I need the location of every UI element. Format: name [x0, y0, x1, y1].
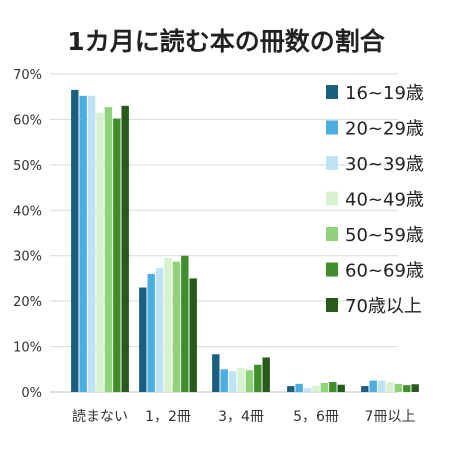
- bar: [386, 382, 394, 392]
- chart-title: 1カ月に読む本の冊数の割合: [67, 27, 385, 56]
- bar: [228, 371, 237, 392]
- bar: [139, 287, 147, 392]
- bar: [361, 386, 369, 392]
- bar: [220, 369, 228, 392]
- x-category-label: 1，2冊: [145, 409, 191, 425]
- legend-label: 30~39歳: [345, 154, 424, 175]
- bar: [262, 357, 270, 392]
- legend-label: 50~59歳: [345, 225, 424, 246]
- bar: [245, 370, 254, 392]
- y-tick-label: 40%: [13, 204, 42, 219]
- bar: [189, 278, 197, 392]
- bar: [295, 383, 303, 392]
- y-tick-label: 10%: [13, 341, 42, 356]
- y-tick-label: 20%: [13, 295, 42, 310]
- bar: [411, 384, 419, 392]
- bar: [287, 386, 295, 392]
- bar: [337, 384, 345, 392]
- legend-swatch: [326, 298, 338, 312]
- bar: [320, 382, 329, 392]
- legend-label: 40~49歳: [345, 190, 424, 211]
- x-axis-categories: 読まない 1，2冊 3，4冊 5，6冊 7冊以上: [72, 408, 415, 425]
- legend-label: 70歳以上: [345, 296, 422, 317]
- bar: [155, 267, 164, 392]
- legend-swatch: [326, 85, 338, 99]
- y-tick-label: 50%: [13, 159, 42, 174]
- bar: [394, 383, 403, 392]
- bar: [303, 388, 312, 392]
- bar: [147, 273, 155, 392]
- legend-label: 20~29歳: [345, 119, 424, 140]
- legend-swatch: [326, 227, 338, 241]
- bar: [369, 380, 377, 392]
- bar: [121, 105, 129, 393]
- bar: [312, 385, 320, 392]
- y-tick-label: 0%: [21, 386, 42, 401]
- bar: [254, 364, 262, 392]
- bar: [79, 95, 87, 392]
- bar: [71, 89, 79, 393]
- x-category-label: 5，6冊: [293, 409, 339, 425]
- legend-swatch: [326, 262, 338, 277]
- bar: [164, 257, 172, 392]
- legend-swatch: [326, 120, 338, 135]
- legend-label: 60~69歳: [345, 261, 424, 282]
- bars: [71, 89, 419, 393]
- bar: [181, 255, 189, 392]
- legend-label: 16~19歳: [345, 83, 424, 104]
- y-tick-label: 30%: [13, 250, 42, 265]
- x-category-label: 3，4冊: [218, 409, 264, 425]
- bar: [377, 380, 386, 392]
- bar: [212, 354, 220, 392]
- bar: [113, 118, 121, 393]
- legend-swatch: [326, 191, 338, 206]
- y-axis-ticks: 0% 10% 20% 30% 40% 50% 60% 70%: [13, 68, 42, 401]
- bar: [96, 112, 104, 393]
- x-category-label: 7冊以上: [365, 409, 416, 425]
- bar: [172, 261, 181, 392]
- bar: [104, 107, 113, 392]
- bar: [87, 95, 96, 392]
- bar: [403, 385, 411, 392]
- legend-swatch: [326, 156, 338, 170]
- bar: [329, 382, 337, 392]
- x-category-label: 読まない: [72, 408, 128, 425]
- y-tick-label: 70%: [13, 68, 42, 83]
- bar: [237, 367, 245, 392]
- legend: 16~19歳 20~29歳 30~39歳 40~49歳 50~59歳 60~69歳 70歳以…: [326, 83, 424, 317]
- y-tick-label: 60%: [13, 113, 42, 128]
